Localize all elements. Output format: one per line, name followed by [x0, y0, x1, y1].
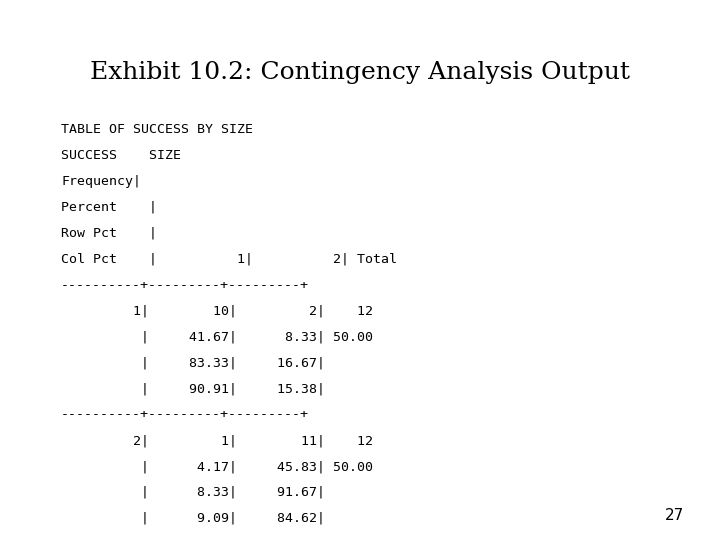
Text: Exhibit 10.2: Contingency Analysis Output: Exhibit 10.2: Contingency Analysis Outpu…	[90, 62, 630, 84]
Text: TABLE OF SUCCESS BY SIZE: TABLE OF SUCCESS BY SIZE	[61, 123, 253, 136]
Text: ----------+---------+---------+: ----------+---------+---------+	[61, 279, 309, 292]
Text: 1|        10|         2|    12: 1| 10| 2| 12	[61, 305, 373, 318]
Text: |     90.91|     15.38|: | 90.91| 15.38|	[61, 382, 325, 395]
Text: 27: 27	[665, 508, 684, 523]
Text: 2|         1|        11|    12: 2| 1| 11| 12	[61, 434, 373, 447]
Text: ----------+---------+---------+: ----------+---------+---------+	[61, 408, 309, 421]
Text: |     83.33|     16.67|: | 83.33| 16.67|	[61, 356, 325, 369]
Text: SUCCESS    SIZE: SUCCESS SIZE	[61, 149, 181, 162]
Text: |      4.17|     45.83| 50.00: | 4.17| 45.83| 50.00	[61, 460, 373, 473]
Text: Row Pct    |: Row Pct |	[61, 227, 157, 240]
Text: Percent    |: Percent |	[61, 201, 157, 214]
Text: |      8.33|     91.67|: | 8.33| 91.67|	[61, 486, 325, 499]
Text: |     41.67|      8.33| 50.00: | 41.67| 8.33| 50.00	[61, 330, 373, 343]
Text: |      9.09|     84.62|: | 9.09| 84.62|	[61, 512, 325, 525]
Text: Col Pct    |          1|          2| Total: Col Pct | 1| 2| Total	[61, 253, 397, 266]
Text: Frequency|: Frequency|	[61, 175, 141, 188]
Text: ----------+---------+---------+: ----------+---------+---------+	[61, 538, 309, 540]
